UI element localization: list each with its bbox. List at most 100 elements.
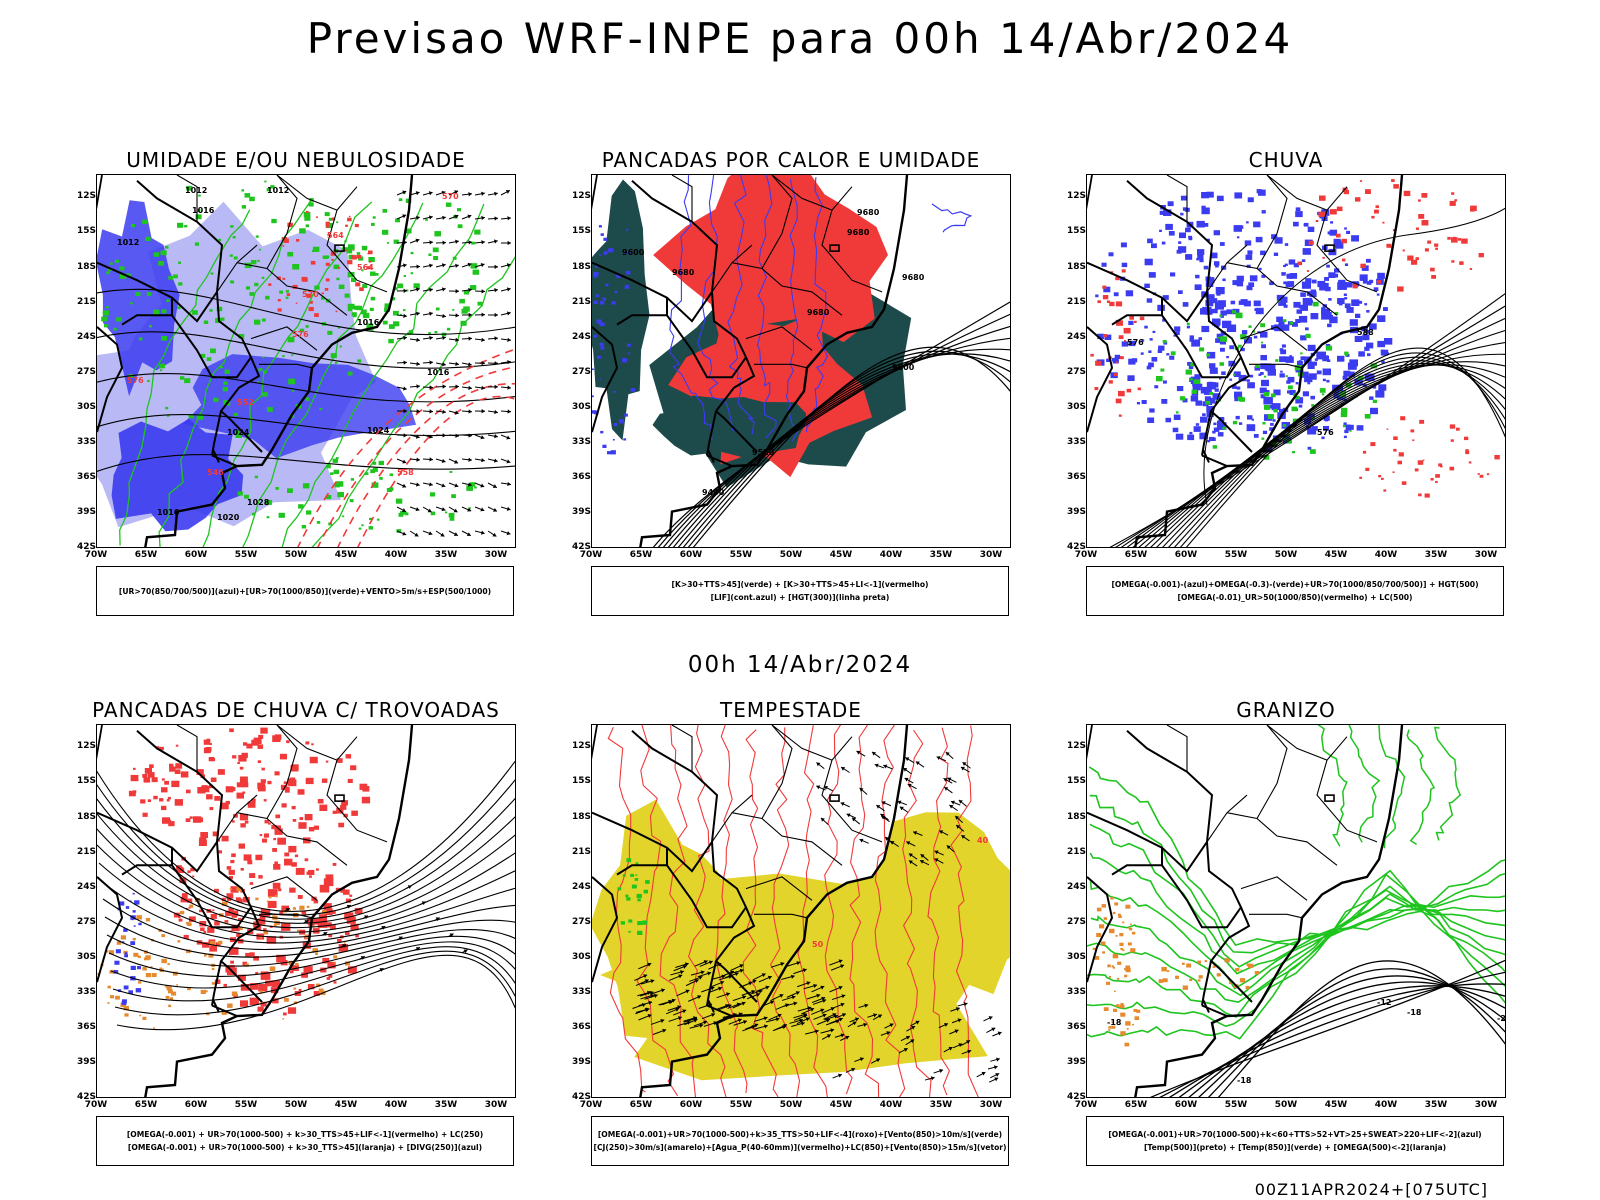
speckle [596,319,602,324]
speckle [251,798,256,803]
speckle [1193,379,1200,384]
arrow-head [777,1013,782,1018]
speckle [1175,433,1184,440]
lon-tick-label: 40W [384,550,408,560]
speckle-field [1103,990,1141,1047]
wind-vector [500,287,511,292]
arrow-head [455,239,459,244]
speckle [1149,338,1153,341]
lat-tick-label: 42S [571,542,591,552]
arrow-head [816,785,821,790]
speckle [205,747,212,752]
speckle [355,282,361,287]
speckle [338,284,345,289]
speckle [136,915,142,920]
speckle [130,774,139,782]
speckle [1298,360,1302,363]
speckle [151,973,157,977]
wind-vector [487,239,498,244]
speckle [1274,237,1283,244]
speckle [1192,383,1201,391]
speckle [262,985,266,988]
wind-vector [448,410,459,415]
speckle [1198,975,1203,979]
speckle [366,266,371,270]
speckle [308,307,314,312]
speckle [204,954,207,957]
wind-vector [635,1007,650,1013]
speckle [113,970,119,974]
speckle [629,251,631,254]
speckle [1240,969,1242,971]
wind-vector [791,1021,805,1028]
speckle [1111,1025,1116,1029]
contour-label: 1016 [357,318,380,327]
arrow-head [453,532,458,536]
speckle [138,981,142,984]
country-border [706,960,717,1006]
country-border [592,876,619,983]
contour-label: 546 [207,468,224,477]
wind-vector [474,361,486,366]
contour-line [902,729,932,1097]
wind-vector [693,1020,708,1027]
legend-line: [OMEGA(-0.01)_UR>50(1000/850)(vermelho) … [1177,593,1413,602]
speckle [596,355,601,359]
state-border [216,244,258,293]
wind-vector [949,1029,959,1035]
speckle [312,948,318,953]
isobar [97,373,515,403]
speckle [161,805,167,811]
lon-tick-label: 35W [1424,1100,1448,1110]
speckle [1148,350,1152,353]
panel-title: CHUVA [1248,148,1324,172]
state-border [1226,812,1338,866]
temp-contour [1168,983,1505,1097]
legend-line: [UR>70(850/700/500)](azul)+[UR>70(1000/8… [118,586,492,596]
speckle [1256,189,1262,194]
speckle [187,987,191,991]
wind-vector [957,1002,968,1007]
speckle [342,515,345,518]
speckle [1365,189,1371,194]
speckle [379,477,383,480]
speckle [224,920,229,924]
arrow-head [442,433,446,438]
speckle [1391,179,1395,182]
arrow-head [802,968,807,973]
speckle [140,799,146,804]
arrow-head [707,971,712,976]
speckle [1124,1042,1130,1047]
speckle [274,771,280,776]
speckle [395,218,400,223]
speckle [1160,368,1165,372]
speckle [1228,360,1236,367]
speckle [1248,325,1252,328]
speckle [1147,417,1155,423]
speckle [340,804,347,810]
arrow-head [958,1043,963,1048]
speckle [137,955,141,958]
wind-vector [758,975,773,983]
speckle [434,331,438,334]
speckle [288,845,297,853]
speckle [1289,273,1298,279]
height-contour [1115,305,1505,547]
speckle [145,918,151,922]
wind-vector [933,1068,944,1074]
legend-line: [K>30+TTS>45](verde) + [K>30+TTS>45+LI<-… [671,580,929,589]
speckle [388,487,394,491]
lat-tick-label: 36S [571,1021,591,1032]
speckle [613,423,618,427]
contour-label: 1024 [227,428,250,437]
speckle [1411,259,1418,265]
arrow-head [816,762,821,767]
speckle [291,764,299,771]
speckle [297,789,305,795]
wind-vector [701,986,715,993]
speckle [1301,281,1311,289]
speckle [206,357,212,361]
wind-vector [409,337,420,343]
contour-label: 9600 [622,248,645,257]
shaded-area [652,395,807,458]
